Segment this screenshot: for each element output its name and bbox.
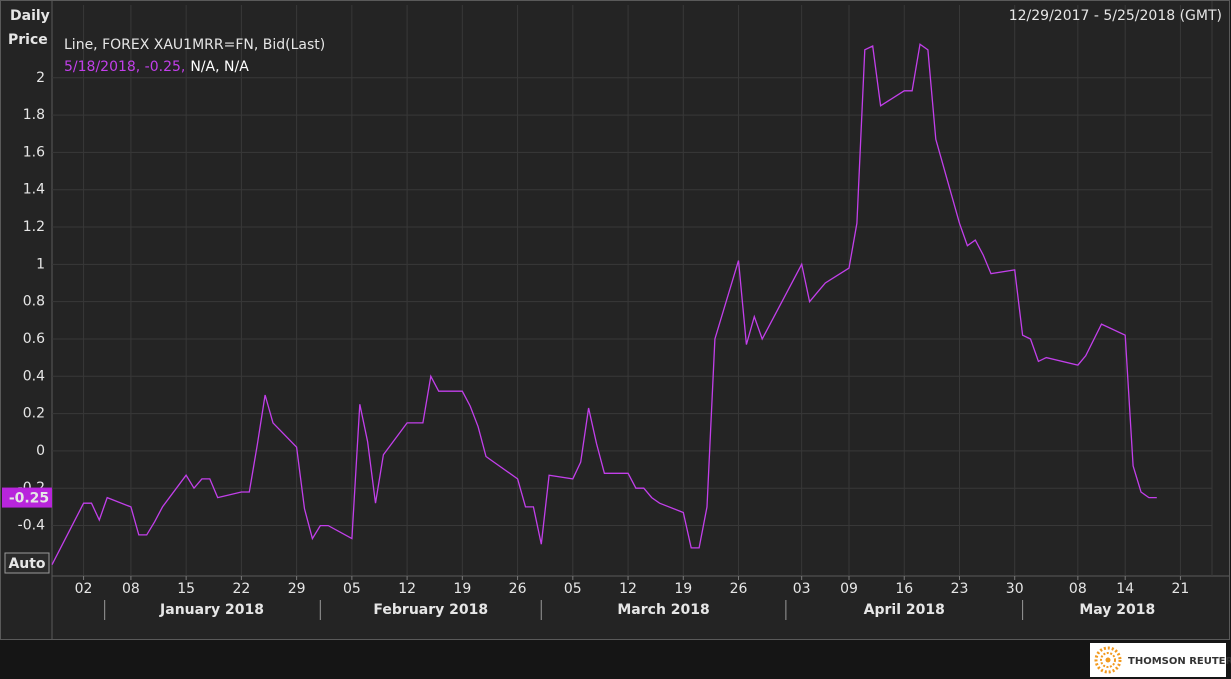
x-tick-label: 19 [453,581,471,597]
y-tick-label: 1.2 [23,219,45,235]
x-tick-label: 03 [793,581,811,597]
y-tick-label: 0.2 [23,406,45,422]
x-tick-label: 15 [177,581,195,597]
last-value-label: -0.25 [9,491,49,507]
last-value-marker [2,487,52,508]
x-tick-label: 12 [619,581,637,597]
readout-part: 5/18/2018, -0.25, [64,59,185,75]
readout: 5/18/2018, -0.25, N/A, N/A [64,59,249,75]
legend-series: Line, FOREX XAU1MRR=FN, Bid(Last) [64,37,325,53]
scale-mode[interactable]: Auto [8,556,45,572]
grid [52,5,1212,575]
x-tick-label: 12 [398,581,416,597]
x-tick-label: 30 [1006,581,1024,597]
y-tick-label: 1.8 [23,107,45,123]
x-tick-label: 21 [1172,581,1190,597]
x-tick-label: 23 [951,581,969,597]
x-tick-label: 05 [564,581,582,597]
series-line [51,43,1157,565]
y-axis-label: Price [8,32,48,48]
y-tick-label: 0.6 [23,331,45,347]
y-tick-label: -0.4 [18,518,45,534]
x-tick-label: 08 [1069,581,1087,597]
x-tick-label: 19 [674,581,692,597]
y-tick-label: 1.6 [23,144,45,160]
chart-panel [0,0,1230,640]
month-label: February 2018 [373,602,488,618]
x-tick-label: 26 [509,581,527,597]
x-tick-label: 16 [895,581,913,597]
scale-mode-box[interactable] [4,552,50,574]
x-tick-label: 05 [343,581,361,597]
y-tick-label: 0.8 [23,294,45,310]
month-label: January 2018 [159,602,264,618]
date-range: 12/29/2017 - 5/25/2018 (GMT) [1009,8,1222,24]
y-tick-label: 0 [36,443,45,459]
y-tick-label: 0.4 [23,368,45,384]
month-label: March 2018 [617,602,709,618]
x-tick-label: 29 [288,581,306,597]
x-tick-label: 26 [730,581,748,597]
y-tick-label: 1.4 [23,182,45,198]
marks [51,43,1157,565]
x-tick-label: 22 [232,581,250,597]
x-tick-label: 14 [1116,581,1134,597]
month-label: April 2018 [864,602,945,618]
month-label: May 2018 [1079,602,1155,618]
x-tick-label: 08 [122,581,140,597]
x-tick-label: 09 [840,581,858,597]
y-tick-label: 1 [36,256,45,272]
x-tick-label: 02 [75,581,93,597]
frequency-label: Daily [10,8,50,24]
logo-icon [1094,646,1122,674]
brand: THOMSON REUTERS [1128,656,1231,667]
readout-part: N/A, N/A [190,59,249,75]
y-tick-label: 2 [36,70,45,86]
